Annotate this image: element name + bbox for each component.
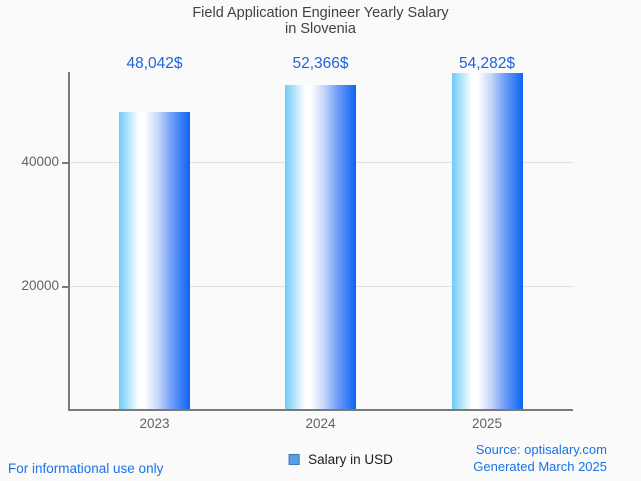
bar-2024 [285, 85, 356, 410]
legend-label[interactable]: Salary in USD [308, 452, 393, 467]
value-label-2025: 54,282$ [458, 55, 516, 72]
y-axis-tick [62, 286, 68, 288]
value-label-2023: 48,042$ [126, 55, 183, 72]
y-axis-line [68, 72, 70, 411]
y-axis-tick [62, 162, 68, 164]
bar-2023 [119, 112, 190, 410]
chart-title-line-2: in Slovenia [285, 21, 356, 37]
x-axis-label-2025: 2025 [471, 416, 503, 431]
legend-swatch[interactable] [288, 454, 300, 465]
disclaimer-text: For informational use only [8, 461, 164, 476]
value-label-2024: 52,366$ [292, 55, 349, 72]
y-axis-tick-label: 20000 [21, 278, 59, 293]
generated-date-text: Generated March 2025 [473, 459, 607, 474]
legend[interactable]: Salary in USD [288, 452, 393, 467]
y-axis-tick-label: 40000 [21, 154, 59, 169]
chart-title-line-1: Field Application Engineer Yearly Salary [192, 5, 449, 21]
bar-2025 [451, 73, 523, 410]
source-text: Source: optisalary.com [475, 442, 607, 457]
x-axis-line [68, 409, 573, 411]
x-axis-label-2024: 2024 [305, 416, 336, 431]
x-axis-label-2023: 2023 [139, 416, 170, 431]
chart-title: Field Application Engineer Yearly Salary… [0, 5, 641, 37]
source-attribution: Source: optisalary.com Generated March 2… [473, 441, 607, 475]
